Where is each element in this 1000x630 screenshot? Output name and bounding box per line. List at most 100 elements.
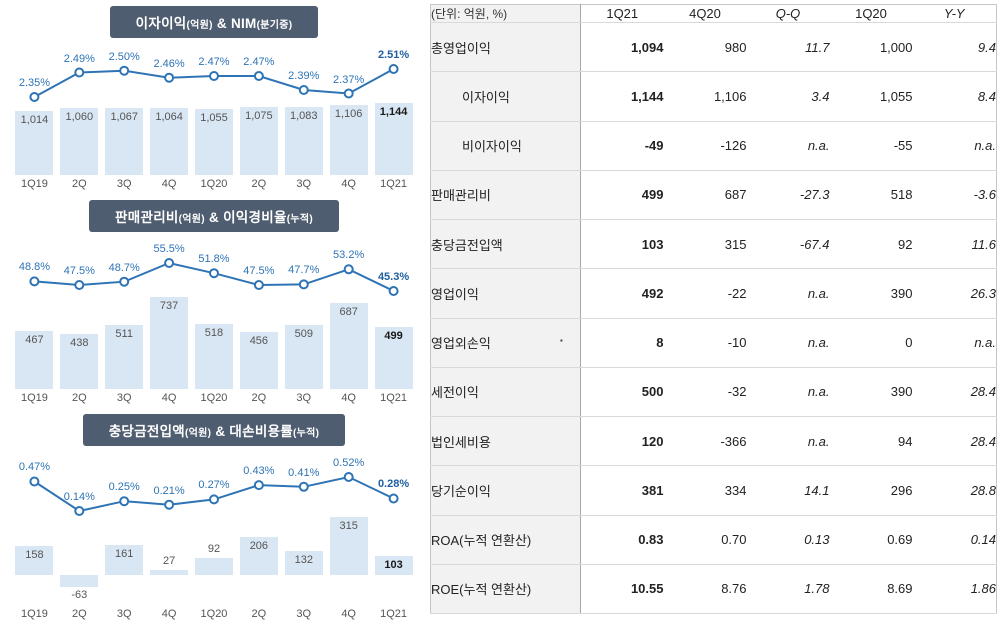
chart-title-period: (누적)	[286, 214, 313, 225]
chart-title-unit: (억원)	[178, 214, 205, 225]
row-label-text: 총영업이익	[431, 40, 491, 56]
bar-2Q	[60, 108, 99, 175]
cell-1Q20: -55	[829, 121, 913, 171]
row-label: 이자이익	[430, 71, 581, 122]
line-value-label: 2.50%	[108, 50, 140, 63]
cell-4Q20: 315	[663, 219, 747, 270]
line-marker	[388, 493, 399, 504]
cell-4Q20: 687	[663, 170, 747, 221]
table-row: 비이자이익 -49 -126 n.a. -55 n.a.	[430, 121, 997, 171]
bar-value-label: 438	[70, 337, 89, 349]
x-axis-label: 4Q	[161, 178, 177, 190]
line-value-label: 48.8%	[18, 261, 51, 274]
cell-1Q21: -49	[580, 121, 664, 171]
table-row: ROE(누적 연환산) 10.55 8.76 1.78 8.69 1.86	[430, 564, 997, 615]
trend-line-3	[29, 472, 399, 516]
line-value-label: 0.47%	[18, 461, 51, 474]
row-label-text: ROA(누적 연환산)	[431, 533, 532, 549]
bar-1Q21	[374, 327, 413, 389]
x-axis-label: 2Q	[71, 178, 87, 190]
bar-3Q	[284, 107, 323, 175]
line-value-label: 2.39%	[288, 70, 320, 82]
line-value-label: 0.21%	[153, 484, 185, 497]
cell-1Q20: 92	[829, 219, 913, 270]
x-axis-label: 1Q21	[380, 178, 407, 190]
bar-1Q19	[15, 546, 54, 575]
cell-4Q20: -366	[663, 416, 747, 467]
row-label-text: 이자이익	[462, 89, 510, 105]
line-value-label: 47.7%	[288, 264, 320, 277]
bar-2Q	[239, 107, 278, 175]
cell-1Q20: 390	[829, 268, 913, 319]
bar-4Q	[329, 105, 368, 175]
chart-title-main: 판매관리비	[115, 210, 179, 225]
line-marker	[164, 499, 175, 510]
line-value-label: 0.14%	[63, 491, 95, 503]
bar-value-label: 1,075	[245, 110, 273, 122]
line-value-label: 0.27%	[198, 479, 230, 492]
bar-4Q	[150, 108, 189, 175]
cell-4Q20: -10	[663, 318, 747, 368]
bar-value-label: 687	[339, 306, 358, 318]
cell-4Q20: 8.76	[663, 564, 747, 615]
bar-value-label: 1,144	[379, 106, 408, 118]
row-label: 법인세비용	[430, 416, 581, 467]
line-marker	[388, 64, 399, 74]
cell-Y-Y: 28.8	[912, 465, 997, 516]
line-value-label: 0.43%	[243, 465, 275, 478]
line-marker	[209, 268, 219, 279]
line-marker	[343, 472, 354, 482]
line-marker	[298, 85, 309, 95]
line-value-label: 2.46%	[153, 57, 185, 70]
summary-table-panel: (단위: 억원, %) 1Q21 4Q20 Q-Q 1Q20 Y-Y 총영업이익 1,094…	[430, 4, 997, 615]
bar-value-label: 315	[339, 520, 358, 532]
bar-value-label: 92	[207, 543, 221, 555]
line-marker	[343, 88, 354, 99]
line-marker	[343, 264, 354, 275]
table-row: 세전이익 500 -32 n.a. 390 28.4	[430, 367, 997, 418]
bar-4Q	[150, 570, 189, 575]
bar-value-label: 509	[294, 328, 313, 340]
cell-1Q21: 1,094	[580, 22, 664, 73]
cell-Q-Q: 0.13	[746, 515, 830, 565]
chart-title-unit: (억원)	[186, 20, 213, 31]
bar-value-label: 1,067	[110, 111, 138, 123]
row-label-text: 세전이익	[431, 385, 479, 401]
line-value-label: 48.7%	[108, 261, 140, 274]
cell-1Q20: 8.69	[829, 564, 913, 615]
table-row: 이자이익 1,144 1,106 3.4 1,055 8.4	[430, 71, 997, 122]
cell-1Q21: 381	[580, 465, 664, 516]
bar-1Q21	[374, 103, 413, 175]
line-value-label: 2.35%	[18, 77, 51, 89]
x-axis-label: 2Q	[251, 178, 267, 190]
line-marker	[253, 280, 264, 290]
chart-title-main2: & 대손비용률	[211, 424, 294, 439]
line-value-label: 0.25%	[108, 481, 140, 494]
chart-title-interest-income-nim: 이자이익(억원) & NIM(분기중)	[109, 6, 319, 38]
chart-title-provision-creditcost: 충당금전입액(억원) & 대손비용률(누적)	[82, 414, 346, 446]
cell-4Q20: 980	[663, 22, 747, 73]
bar-2Q	[239, 332, 278, 389]
bar-value-label: 1,055	[200, 112, 228, 124]
row-label: 영업이익	[430, 268, 581, 319]
row-label: ROE(누적 연환산)	[430, 564, 581, 615]
row-label: 당기순이익	[430, 465, 581, 516]
cell-4Q20: 334	[663, 465, 747, 516]
cell-1Q20: 0.69	[829, 515, 913, 565]
sga-cir-chart: 467 438 511 737 518 456 509 687 499 48.8% 47.5% 48.…	[12, 237, 416, 407]
x-axis-label: 2Q	[251, 392, 267, 404]
bar-value-label: 1,064	[155, 111, 183, 123]
bar-value-label: 27	[162, 555, 176, 567]
line-value-label: 55.5%	[153, 243, 185, 255]
interest-income-nim-chart: 1,014 1,060 1,067 1,064 1,055 1,075 1,083 1,106…	[12, 43, 416, 193]
cell-Y-Y: 8.4	[912, 71, 997, 122]
row-label: 세전이익	[430, 367, 581, 418]
row-label-text: 비이자이익	[462, 139, 522, 155]
column-header-1Q21: 1Q21	[580, 4, 664, 23]
line-marker	[209, 71, 219, 81]
x-axis-label: 2Q	[71, 392, 87, 404]
cell-4Q20: -32	[663, 367, 747, 418]
cell-Y-Y: n.a.	[912, 318, 997, 368]
line-marker	[253, 480, 264, 491]
bar-value-label: 499	[384, 330, 403, 342]
